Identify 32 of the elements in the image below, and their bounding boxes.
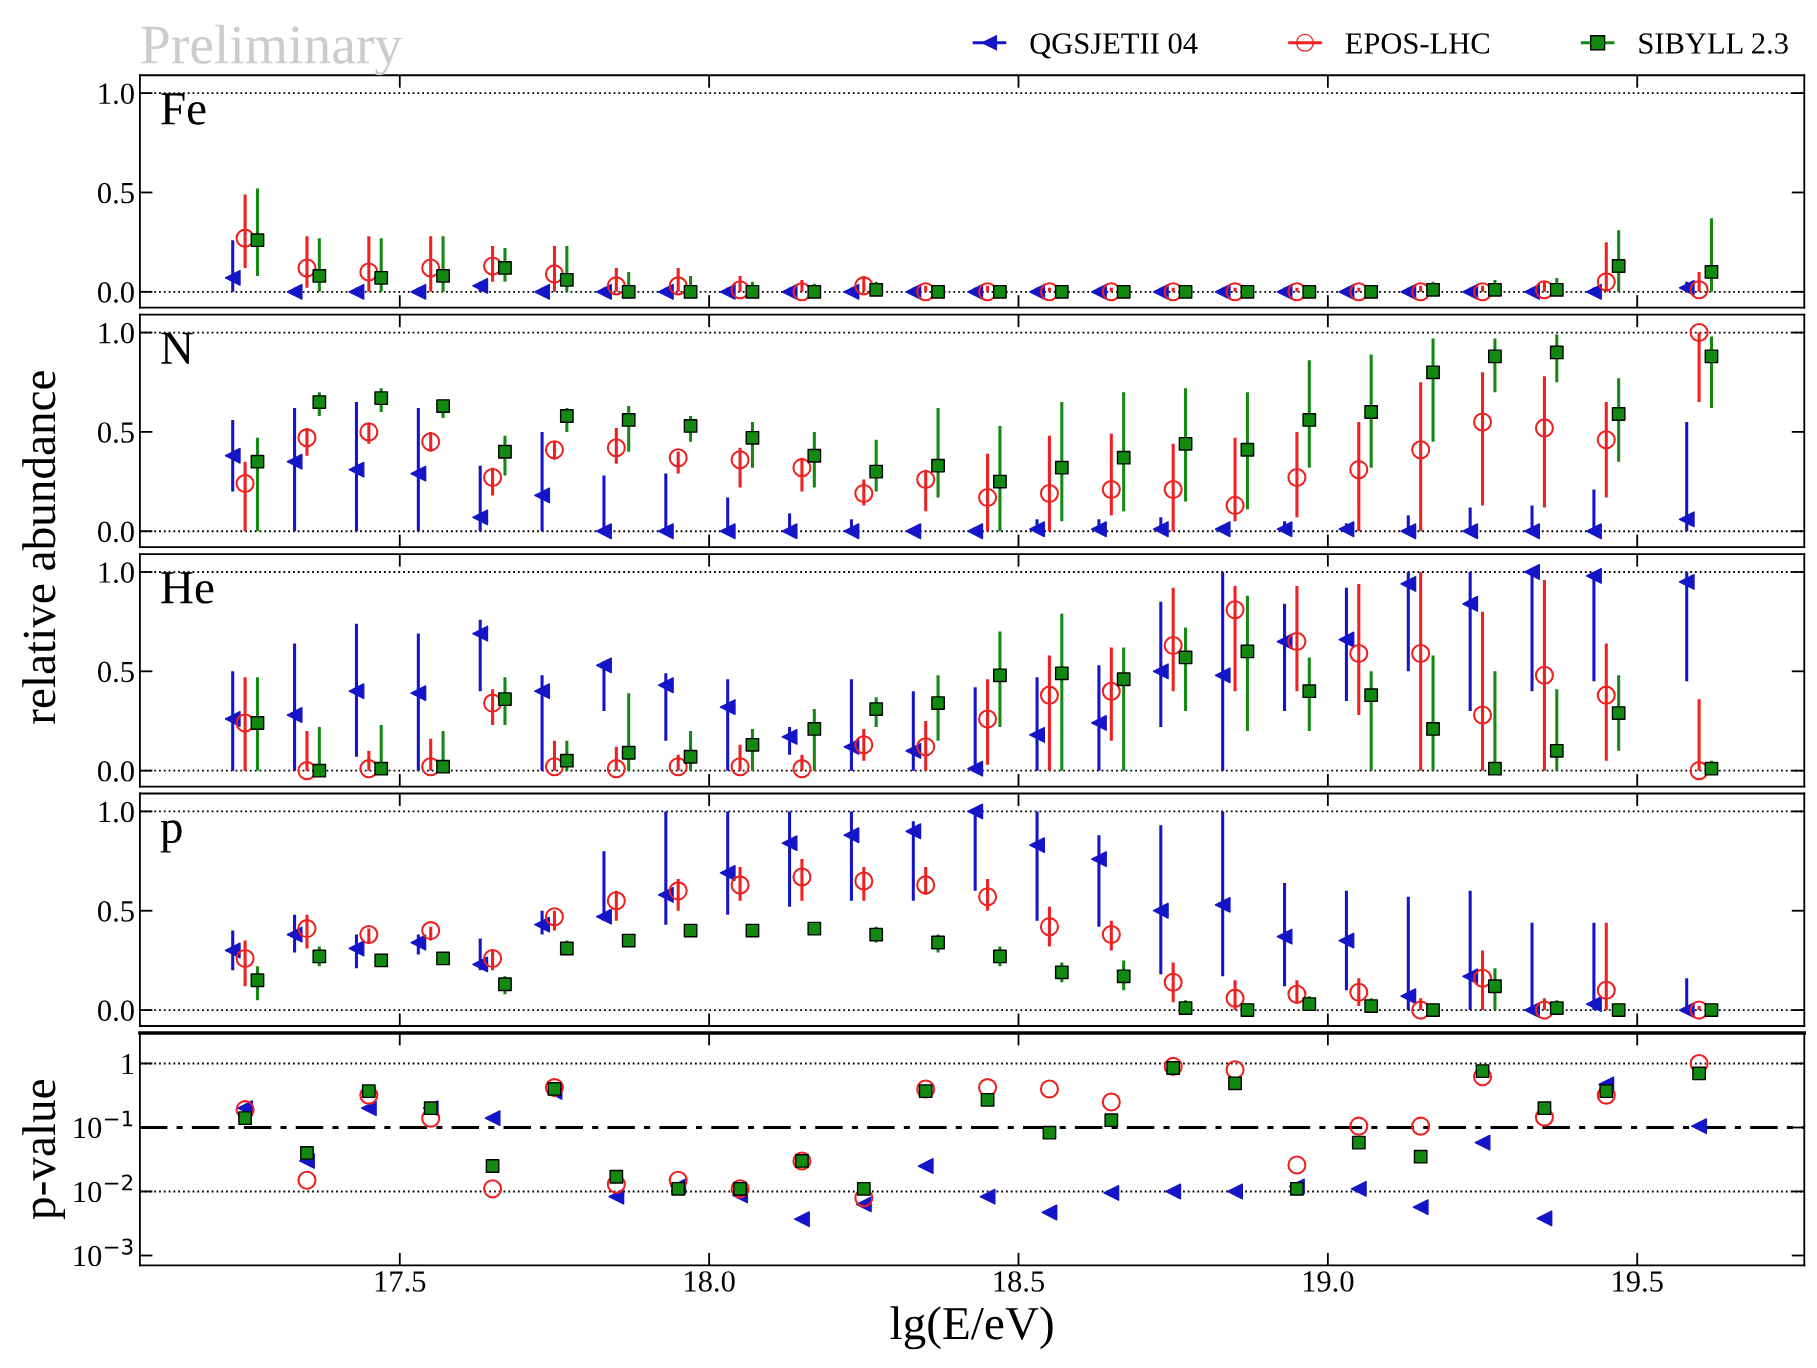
y-tick-label: 1.0 <box>99 322 134 344</box>
annotation: Fe <box>161 93 206 125</box>
y-tick-label: 1.0 <box>99 562 134 584</box>
annotation: N <box>161 332 193 364</box>
x-tick-label: 19.5 <box>1613 1271 1663 1292</box>
y-tick-label: 1.0 <box>99 801 134 823</box>
y-tick-label: 0.0 <box>98 1000 134 1022</box>
y-tick-label: 10$^{−3}$ <box>74 1238 133 1267</box>
y-tick-label: 0.5 <box>98 422 134 443</box>
annotation: p <box>160 820 182 853</box>
y-tick-label: 0.5 <box>98 901 134 922</box>
y-axis-title: relative abundance <box>22 371 56 724</box>
legend-label: EPOS-LHC <box>1345 33 1490 54</box>
x-axis-title: lg(E/eV) <box>890 1306 1053 1350</box>
x-tick-label: 17.5 <box>375 1271 426 1292</box>
y-tick-label: 0.5 <box>98 182 134 204</box>
legend-label: SIBYLL 2.3 <box>1639 33 1788 54</box>
y-tick-label: 0.0 <box>98 282 134 303</box>
y-tick-label: 10$^{−2}$ <box>74 1174 133 1203</box>
y-axis-title: p-value <box>22 1080 66 1220</box>
chart-title: Preliminary <box>141 24 402 76</box>
y-tick-label: 0.0 <box>98 760 134 782</box>
x-tick-label: 19.0 <box>1303 1271 1354 1292</box>
y-tick-label: 0.0 <box>98 521 134 543</box>
y-tick-label: 0.5 <box>98 661 134 683</box>
y-tick-label: 1 <box>122 1053 134 1075</box>
x-tick-label: 18.5 <box>994 1271 1045 1292</box>
legend-label: QGSJETII 04 <box>1030 33 1198 59</box>
annotation: He <box>161 572 214 604</box>
y-tick-label: 1.0 <box>99 83 134 105</box>
y-tick-label: 10$^{−1}$ <box>74 1110 133 1139</box>
x-tick-label: 18.0 <box>685 1271 735 1292</box>
